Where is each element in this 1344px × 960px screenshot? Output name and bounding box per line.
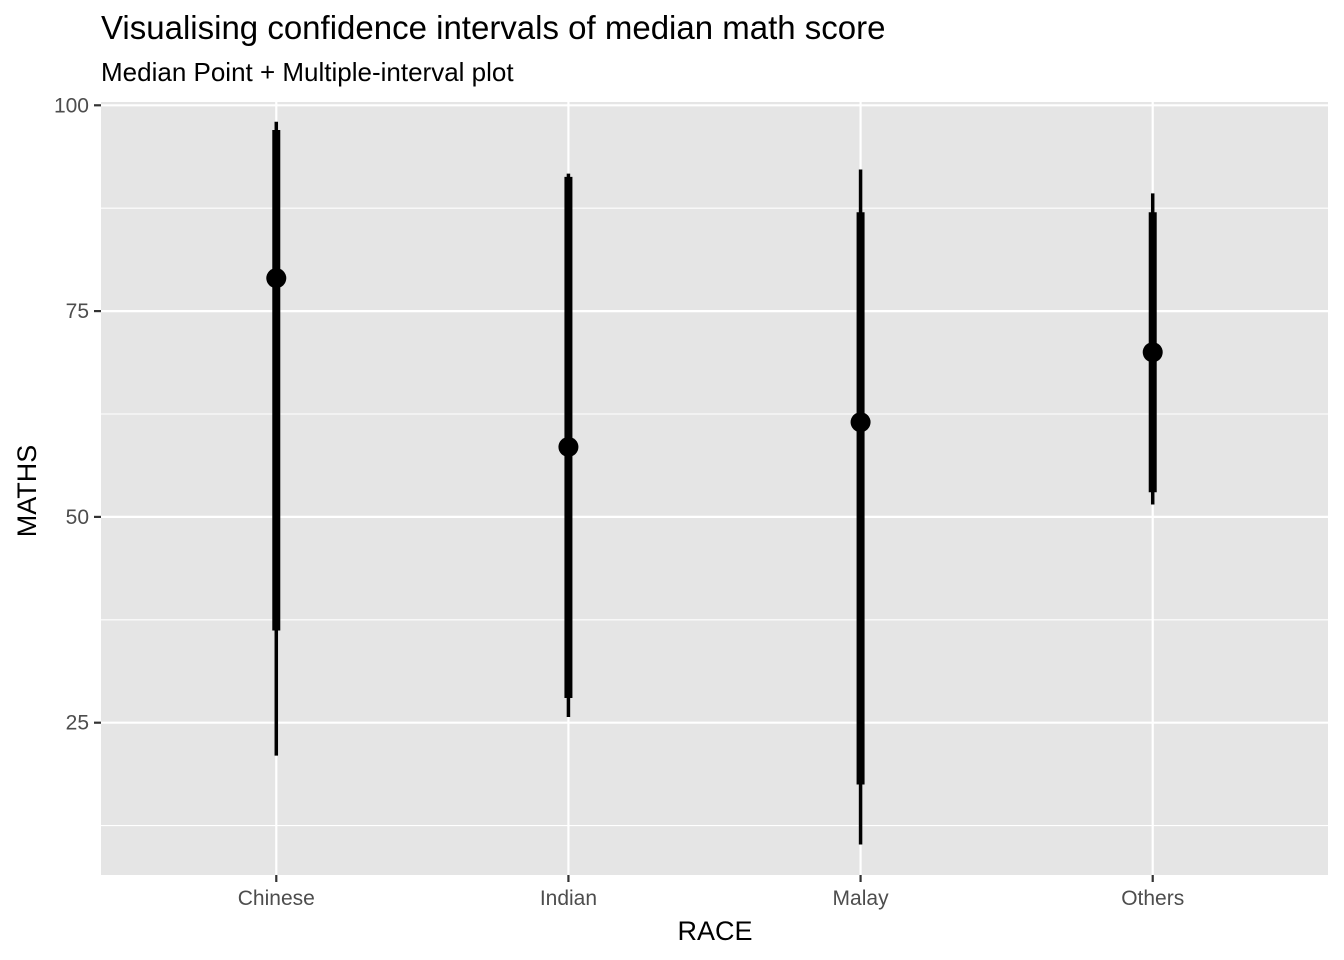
x-tick-label: Others	[1121, 887, 1184, 910]
median-point	[850, 412, 871, 433]
interval-marks	[266, 121, 1163, 845]
x-tick-label: Chinese	[238, 887, 315, 910]
y-tick-label: 25	[66, 712, 89, 735]
minor-gridlines	[101, 207, 1328, 827]
median-point	[558, 436, 579, 457]
chart-subtitle: Median Point + Multiple-interval plot	[101, 57, 514, 87]
plot-panel	[101, 102, 1328, 875]
x-axis: Chinese Indian Malay Others	[238, 875, 1184, 910]
x-tick-label: Malay	[833, 887, 890, 910]
y-axis-title: MATHS	[12, 445, 42, 538]
median-point	[266, 268, 287, 289]
y-tick-label: 100	[54, 94, 89, 117]
y-tick-label: 50	[66, 506, 89, 529]
chart-title: Visualising confidence intervals of medi…	[101, 9, 886, 46]
x-axis-title: RACE	[677, 916, 752, 946]
x-tick-label: Indian	[540, 887, 597, 910]
y-axis: 25 50 75 100	[54, 94, 101, 735]
y-tick-label: 75	[66, 300, 89, 323]
median-point	[1142, 342, 1163, 363]
